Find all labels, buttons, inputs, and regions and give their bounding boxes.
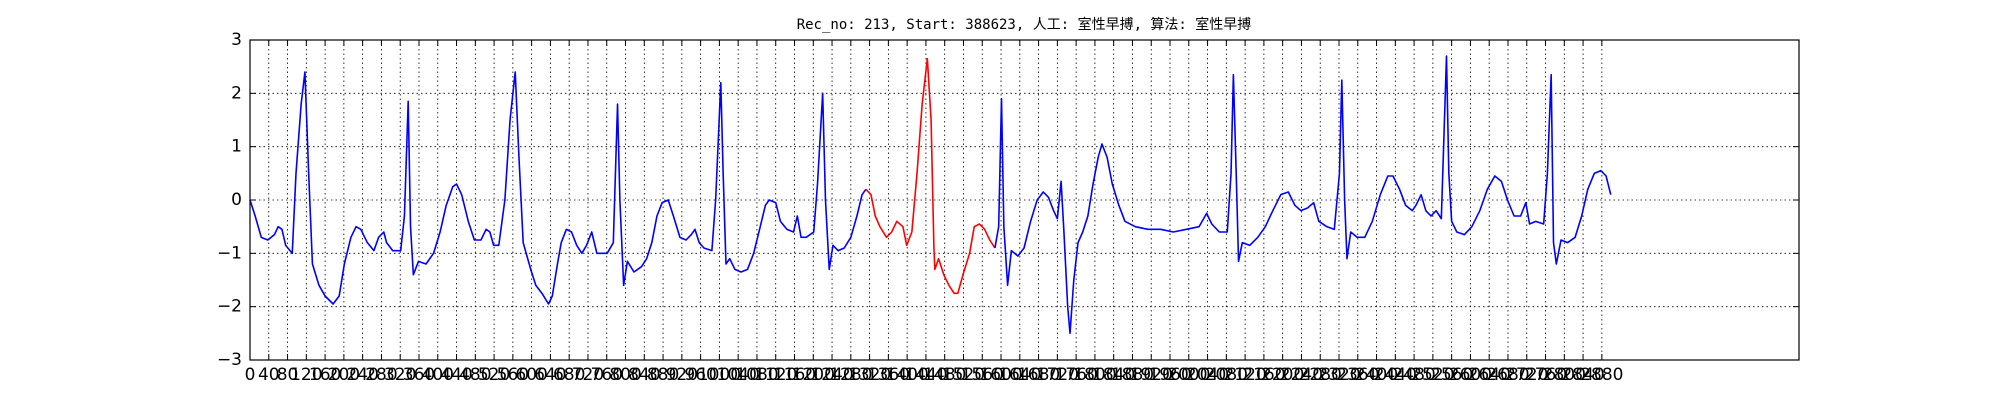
x-tick-label: 2880 <box>1580 365 1623 385</box>
x-tick-label: 80 <box>277 365 299 385</box>
x-tick-label: 1240 <box>810 365 853 385</box>
ecg-line <box>865 57 996 295</box>
x-tick-label: 1960 <box>1148 365 1191 385</box>
x-tick-label: 200 <box>328 365 360 385</box>
y-tick-label: 2 <box>231 83 242 103</box>
x-tick-label: 2040 <box>1186 365 1229 385</box>
x-tick-label: 1200 <box>792 365 835 385</box>
x-tick-label: 2840 <box>1561 365 1604 385</box>
x-tick-label: 1560 <box>961 365 1004 385</box>
x-tick-label: 800 <box>609 365 641 385</box>
x-tick-label: 1640 <box>998 365 1041 385</box>
x-tick-label: 2640 <box>1468 365 1511 385</box>
x-tick-label: 960 <box>684 365 716 385</box>
y-tick-label: 1 <box>231 137 242 157</box>
x-tick-label: 2160 <box>1242 365 1285 385</box>
x-tick-label: 400 <box>422 365 454 385</box>
x-tick-label: 1520 <box>942 365 985 385</box>
x-tick-label: 600 <box>515 365 547 385</box>
x-tick-label: 1760 <box>1055 365 1098 385</box>
x-tick-label: 240 <box>346 365 378 385</box>
x-tick-label: 480 <box>459 365 491 385</box>
x-tick-label: 840 <box>628 365 660 385</box>
x-tick-label: 2560 <box>1430 365 1473 385</box>
x-tick-label: 2680 <box>1486 365 1529 385</box>
x-tick-label: 1120 <box>754 365 797 385</box>
x-tick-label: 1720 <box>1036 365 1079 385</box>
x-tick-label: 2800 <box>1543 365 1586 385</box>
x-tick-label: 720 <box>572 365 604 385</box>
y-tick-label: 0 <box>231 190 242 210</box>
x-tick-label: 680 <box>553 365 585 385</box>
x-tick-label: 120 <box>290 365 322 385</box>
x-tick-label: 1040 <box>717 365 760 385</box>
ecg-line <box>994 55 1612 335</box>
x-tick-label: 2400 <box>1355 365 1398 385</box>
x-tick-label: 320 <box>384 365 416 385</box>
x-tick-label: 2320 <box>1317 365 1360 385</box>
x-tick-label: 1440 <box>904 365 947 385</box>
x-tick-label: 1600 <box>979 365 1022 385</box>
x-tick-label: 2240 <box>1280 365 1323 385</box>
y-tick-label: −1 <box>217 243 242 263</box>
x-tick-label: 1880 <box>1111 365 1154 385</box>
x-tick-label: 2200 <box>1261 365 1304 385</box>
x-tick-label: 1360 <box>867 365 910 385</box>
x-tick-label: 160 <box>309 365 341 385</box>
x-tick-label: 2080 <box>1205 365 1248 385</box>
x-tick-label: 1680 <box>1017 365 1060 385</box>
x-tick-label: 920 <box>666 365 698 385</box>
x-tick-label: 760 <box>591 365 623 385</box>
x-tick-label: 2720 <box>1505 365 1548 385</box>
x-tick-label: 560 <box>497 365 529 385</box>
x-tick-label: 280 <box>365 365 397 385</box>
x-tick-label: 1480 <box>923 365 966 385</box>
ecg-line <box>249 71 867 305</box>
x-tick-label: 1160 <box>773 365 816 385</box>
x-tick-label: 1000 <box>698 365 741 385</box>
x-tick-label: 40 <box>258 365 280 385</box>
x-tick-label: 880 <box>647 365 679 385</box>
x-tick-label: 2120 <box>1223 365 1266 385</box>
x-tick-label: 1800 <box>1073 365 1116 385</box>
x-tick-label: 2520 <box>1411 365 1454 385</box>
x-tick-label: 2600 <box>1449 365 1492 385</box>
x-tick-label: 2000 <box>1167 365 1210 385</box>
x-tick-label: 1840 <box>1092 365 1135 385</box>
x-tick-label: 360 <box>403 365 435 385</box>
y-tick-label: −3 <box>217 350 242 370</box>
x-tick-label: 1400 <box>886 365 929 385</box>
x-tick-label: 2760 <box>1524 365 1567 385</box>
x-tick-label: 1320 <box>848 365 891 385</box>
x-tick-label: 0 <box>245 365 256 385</box>
x-tick-label: 1920 <box>1130 365 1173 385</box>
x-tick-label: 2280 <box>1299 365 1342 385</box>
chart-title: Rec_no: 213, Start: 388623, 人工: 室性早搏, 算法… <box>797 16 1252 33</box>
y-tick-label: 3 <box>231 30 242 50</box>
x-tick-label: 520 <box>478 365 510 385</box>
x-tick-label: 2360 <box>1336 365 1379 385</box>
plot-frame <box>249 39 1800 361</box>
y-tick-label: −2 <box>217 297 242 317</box>
x-tick-label: 2440 <box>1374 365 1417 385</box>
x-tick-label: 1280 <box>829 365 872 385</box>
x-tick-label: 640 <box>534 365 566 385</box>
x-tick-label: 1080 <box>735 365 778 385</box>
x-tick-label: 2480 <box>1392 365 1435 385</box>
x-tick-label: 440 <box>440 365 472 385</box>
